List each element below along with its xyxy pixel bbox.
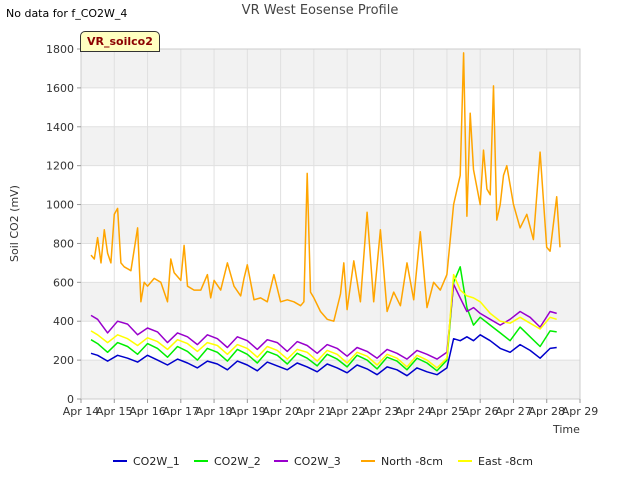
y-axis-label: Soil CO2 (mV) — [8, 185, 21, 262]
grid-band — [81, 126, 580, 166]
x-tick-label: Apr 17 — [163, 405, 200, 418]
y-tick-label: 1200 — [46, 160, 74, 173]
grid-band — [81, 282, 580, 322]
y-tick-label: 1000 — [46, 199, 74, 212]
y-tick-label: 200 — [53, 354, 74, 367]
y-tick-label: 400 — [53, 315, 74, 328]
x-tick-label: Apr 27 — [495, 405, 532, 418]
no-data-note: No data for f_CO2W_4 — [6, 7, 128, 20]
legend-label: CO2W_1 — [133, 455, 180, 468]
y-tick-label: 1400 — [46, 121, 74, 134]
x-tick-label: Apr 29 — [562, 405, 599, 418]
x-tick-label: Apr 19 — [229, 405, 266, 418]
grid-band — [81, 360, 580, 399]
legend-label: East -8cm — [478, 455, 533, 468]
x-tick-label: Apr 25 — [429, 405, 466, 418]
chart-title: VR West Eosense Profile — [241, 3, 399, 18]
series-line-1 — [90, 266, 557, 372]
series-line-3 — [90, 52, 561, 322]
legend-label: CO2W_2 — [214, 455, 261, 468]
y-tick-label: 600 — [53, 276, 74, 289]
y-tick-label: 1600 — [46, 82, 74, 95]
x-tick-label: Apr 18 — [196, 405, 233, 418]
x-tick-label: Apr 24 — [395, 405, 432, 418]
x-tick-label: Apr 14 — [63, 405, 100, 418]
x-tick-label: Apr 20 — [262, 405, 299, 418]
y-tick-label: 0 — [67, 393, 74, 406]
x-tick-label: Apr 23 — [362, 405, 399, 418]
x-axis-label: Time — [552, 423, 580, 436]
y-tick-label: 800 — [53, 237, 74, 250]
legend: CO2W_1 CO2W_2 CO2W_3 North -8cm East -8cm — [113, 455, 533, 468]
x-tick-label: Apr 16 — [129, 405, 166, 418]
grid-band — [81, 49, 580, 88]
x-tick-label: Apr 21 — [296, 405, 333, 418]
x-tick-label: Apr 28 — [528, 405, 565, 418]
site-badge: VR_soilco2 — [80, 31, 160, 52]
legend-label: CO2W_3 — [294, 455, 341, 468]
legend-item-0[interactable]: CO2W_1 — [113, 455, 180, 468]
series-group — [90, 52, 561, 377]
x-tick-label: Apr 15 — [96, 405, 133, 418]
legend-item-1[interactable]: CO2W_2 — [194, 455, 261, 468]
gridlines — [80, 48, 581, 400]
series-line-0 — [90, 334, 557, 377]
x-tick-label: Apr 22 — [329, 405, 366, 418]
legend-item-3[interactable]: North -8cm — [361, 455, 443, 468]
grid-band — [81, 204, 580, 244]
x-tick-label: Apr 26 — [462, 405, 499, 418]
series-line-4 — [90, 273, 557, 369]
series-line-2 — [90, 283, 557, 360]
grid-bands — [81, 49, 580, 399]
y-tick-labels: 0 200 400 600 800 1000 1200 1400 1600 1800 — [46, 43, 81, 406]
y-tick-label: 1800 — [46, 43, 74, 56]
legend-item-4[interactable]: East -8cm — [458, 455, 533, 468]
plot-frame — [80, 48, 581, 400]
legend-item-2[interactable]: CO2W_3 — [274, 455, 341, 468]
legend-label: North -8cm — [381, 455, 443, 468]
